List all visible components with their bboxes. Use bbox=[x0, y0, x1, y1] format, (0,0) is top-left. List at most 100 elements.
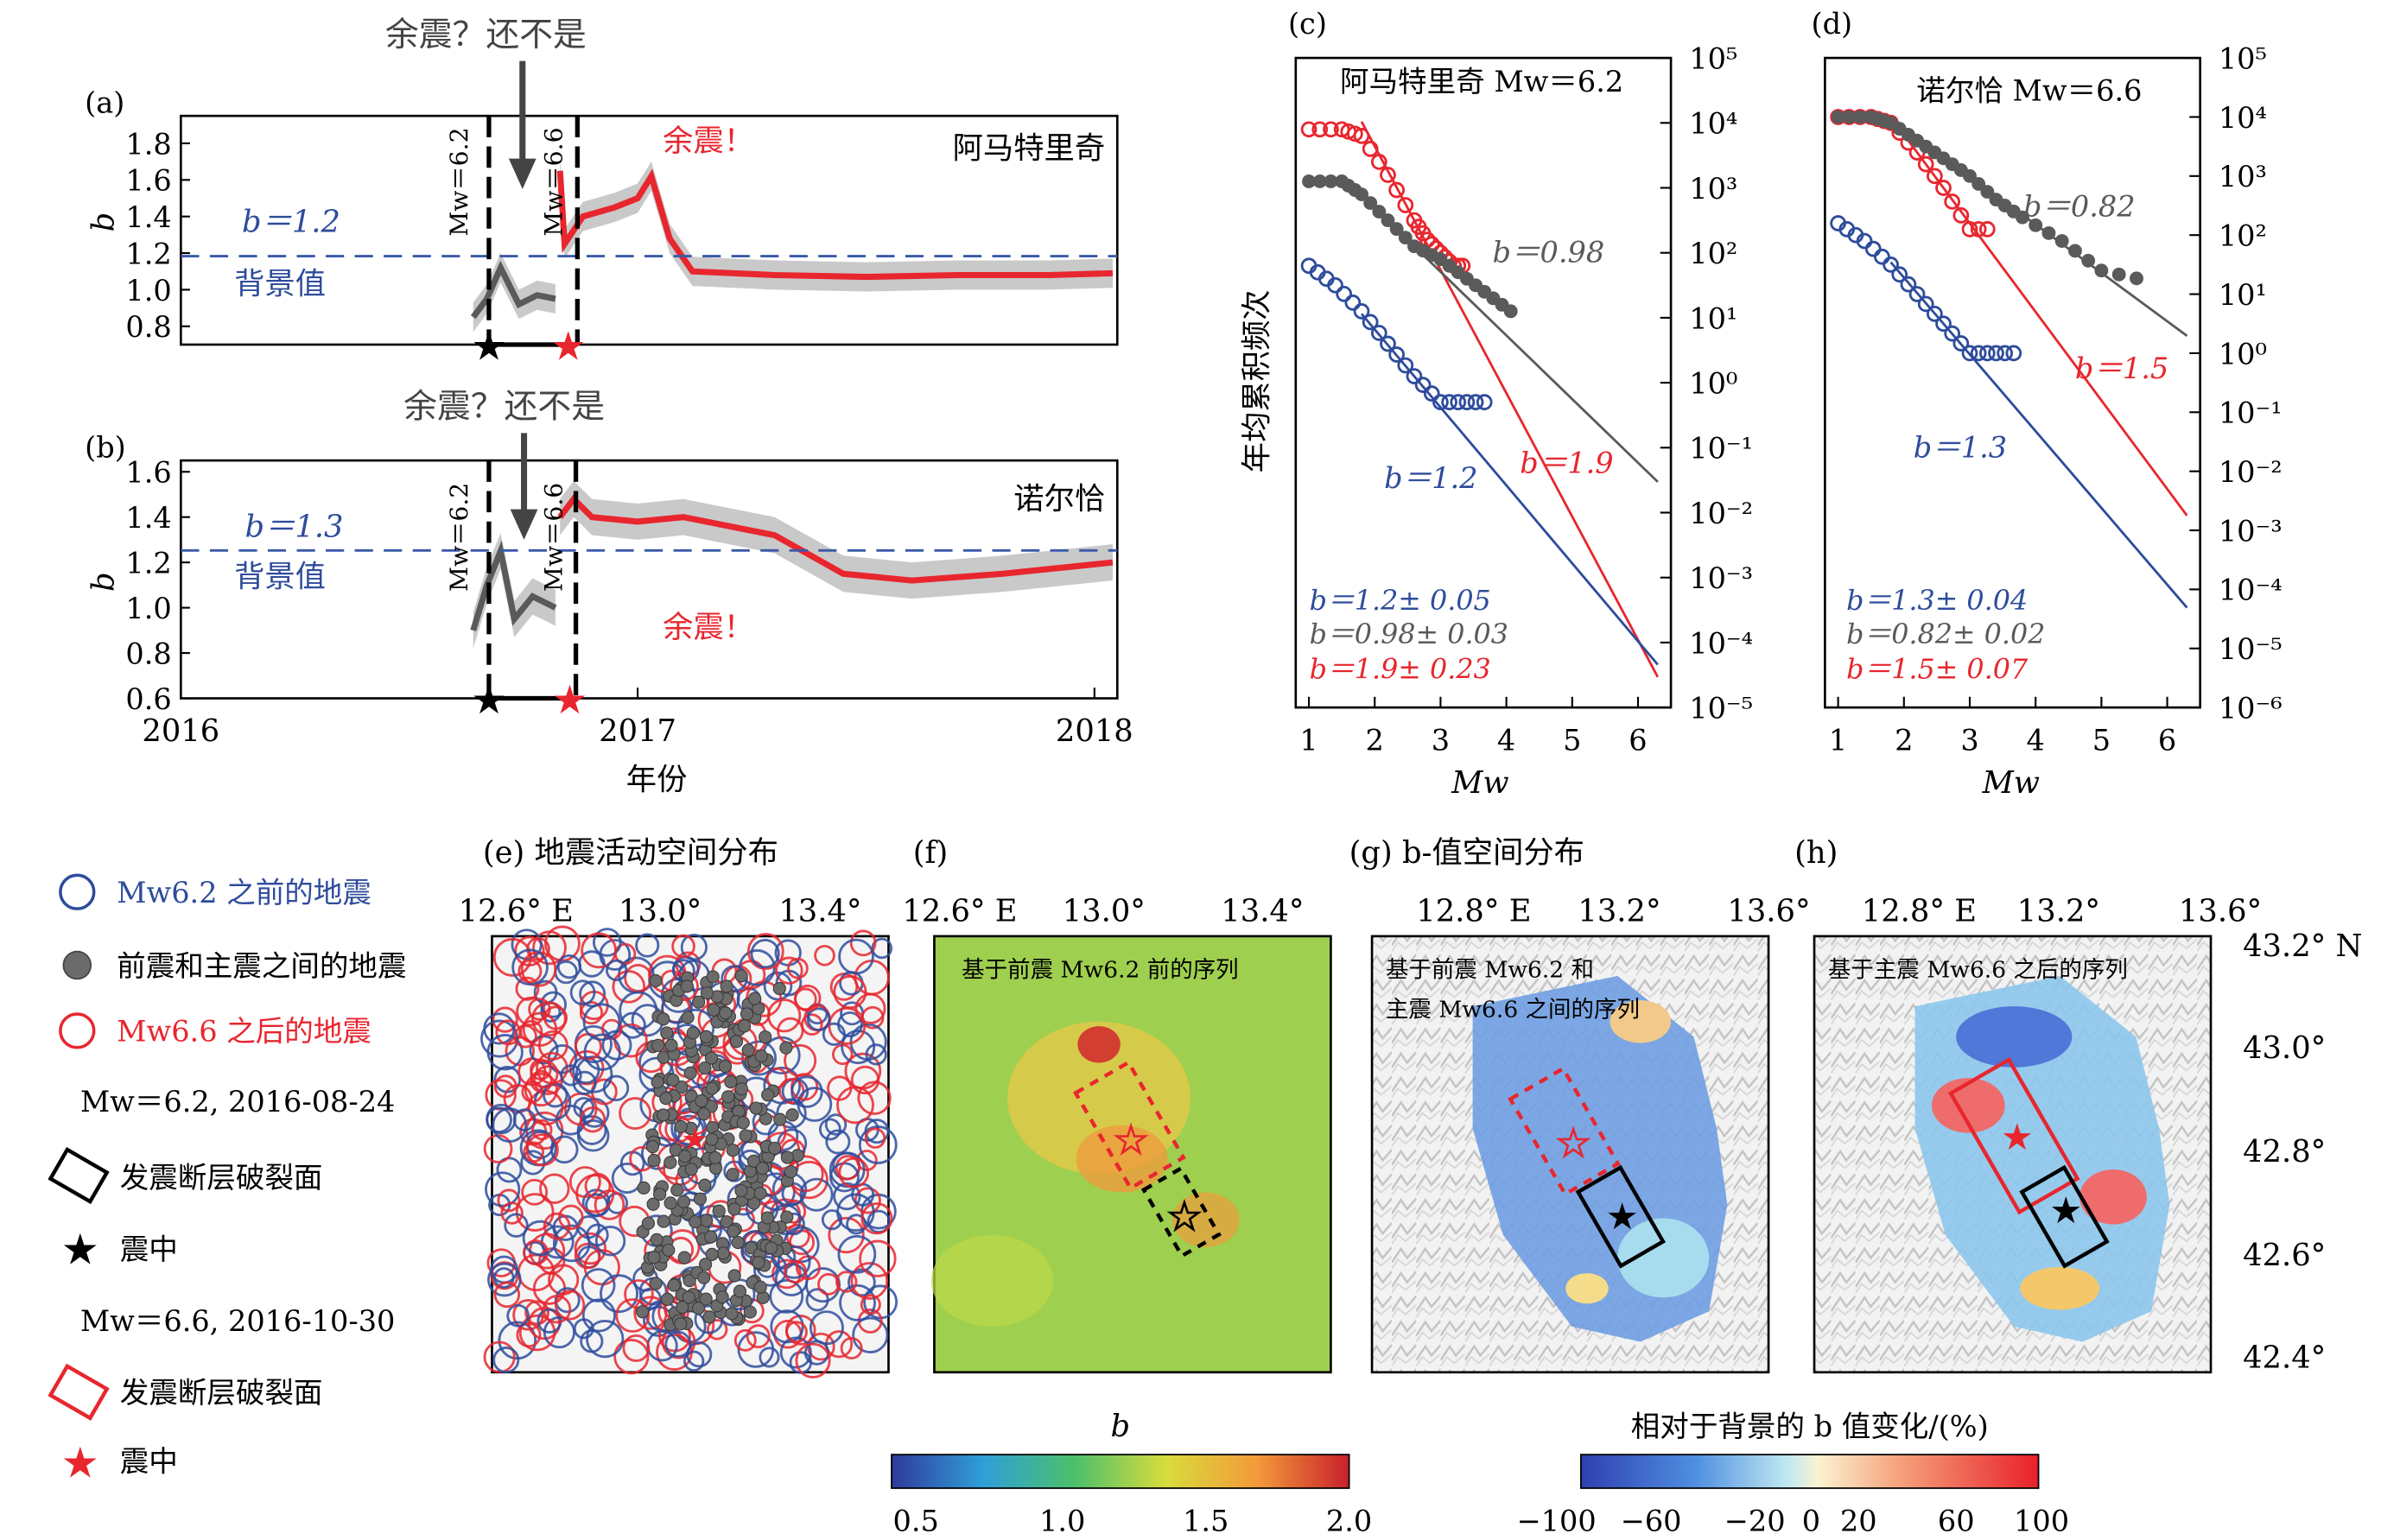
d-point-blue bbox=[1917, 295, 1934, 313]
map-e-event-between bbox=[693, 1192, 708, 1206]
map-e-event-between bbox=[772, 981, 786, 996]
d-point-blue bbox=[1908, 286, 1926, 302]
map-e-event bbox=[746, 1324, 771, 1349]
map-e-event bbox=[787, 957, 809, 979]
d-point-red bbox=[1935, 180, 1952, 196]
c-xtick-label: 2 bbox=[1366, 724, 1384, 757]
panel-d: (d) 诺尔恰 Mw＝6.6 b＝0.82 b＝1.5 b＝1.3 b＝1.3±… bbox=[1811, 7, 2282, 801]
d-point-red bbox=[1944, 193, 1961, 210]
map-h-bvalue-area bbox=[1914, 975, 2170, 1342]
map-e-event-between bbox=[727, 1224, 740, 1238]
d-point-gray bbox=[1853, 110, 1867, 124]
map-e-event bbox=[574, 1232, 607, 1265]
d-point-blue bbox=[1874, 248, 1890, 265]
map-e-event bbox=[784, 1260, 807, 1283]
map-h-lon3: 13.6° bbox=[2179, 893, 2262, 928]
map-e-event bbox=[790, 1075, 823, 1108]
map-e-event-between bbox=[662, 1243, 676, 1258]
panel-b-mainshock-star-icon: ★ bbox=[552, 676, 587, 723]
legend-epi1: 震中 bbox=[120, 1233, 178, 1266]
map-e-event bbox=[635, 933, 660, 958]
map-e-event-between bbox=[720, 1215, 733, 1229]
colorbar-pct-tick-5: 60 bbox=[1938, 1504, 1975, 1537]
map-e-event bbox=[611, 1163, 643, 1195]
map-e-event-between bbox=[650, 1233, 664, 1246]
map-e-event-between bbox=[765, 1241, 778, 1255]
map-e-event bbox=[836, 1193, 875, 1232]
map-e-event-between bbox=[759, 1030, 772, 1044]
c-point-blue bbox=[1362, 314, 1379, 331]
map-e-event bbox=[605, 959, 628, 981]
map-h-title: (h) bbox=[1794, 835, 1838, 871]
map-e-event-between bbox=[780, 1150, 795, 1164]
c-point-gray bbox=[1398, 231, 1413, 245]
map-e-event bbox=[568, 1049, 605, 1086]
map-e-event bbox=[600, 1274, 638, 1314]
d-point-blue bbox=[1856, 232, 1873, 250]
panel-c-yticks: 10⁵ 10⁴ 10³ 10² 10¹ 10⁰ 10⁻¹ 10⁻² 10⁻³ 10⁻⁴ 10⁻⁵ bbox=[1660, 41, 1753, 725]
map-e-event bbox=[784, 1043, 817, 1077]
map-e-event-between bbox=[712, 1204, 726, 1218]
map-h-lon2: 13.2° bbox=[2017, 893, 2100, 928]
map-e: ★ bbox=[480, 925, 898, 1378]
map-e-event-between bbox=[691, 1302, 706, 1315]
panel-b-yaxis-label: b bbox=[86, 572, 122, 592]
map-e-event-between bbox=[734, 969, 748, 983]
map-e-event-between bbox=[680, 979, 694, 993]
b-line-between bbox=[470, 540, 557, 631]
c-point-red bbox=[1347, 125, 1363, 143]
legend-epi2: 震中 bbox=[120, 1445, 178, 1479]
a-line-after bbox=[556, 168, 1114, 281]
c-point-gray bbox=[1389, 222, 1404, 237]
legend-between: 前震和主震之间的地震 bbox=[117, 949, 406, 983]
c-ytick-label: 10⁻³ bbox=[1689, 561, 1753, 595]
d-point-red bbox=[1978, 220, 1996, 238]
c-xtick-label: 1 bbox=[1299, 724, 1317, 757]
map-e-event-between bbox=[726, 1144, 740, 1157]
panel-c-b-gray: b＝0.98 bbox=[1493, 236, 1605, 269]
c-ytick-label: 10⁻⁵ bbox=[1689, 691, 1753, 725]
map-e-event bbox=[483, 1340, 516, 1373]
b-ytick-label: 0.6 bbox=[125, 682, 171, 716]
map-e-event-between bbox=[692, 995, 706, 1009]
c-point-red bbox=[1300, 121, 1317, 138]
map-e-event-between bbox=[740, 1007, 754, 1021]
map-e-event-between bbox=[721, 1090, 735, 1104]
d-point-gray bbox=[1963, 168, 1977, 183]
map-e-event bbox=[840, 1336, 863, 1359]
d-point-red bbox=[1952, 207, 1970, 224]
map-e-event-between bbox=[699, 1292, 713, 1306]
map-e-event-between bbox=[780, 1210, 794, 1224]
d-point-blue bbox=[2005, 345, 2022, 362]
b-ytick-label: 1.2 bbox=[125, 547, 171, 580]
map-e-event bbox=[767, 998, 802, 1033]
a-ytick-label: 1.4 bbox=[125, 200, 171, 234]
map-e-event bbox=[839, 1283, 876, 1321]
map-e-event-between bbox=[720, 979, 733, 993]
d-fit-blue bbox=[1889, 261, 2188, 609]
map-h-foreshock-star-icon: ★ bbox=[2049, 1189, 2082, 1232]
a-ytick-label: 1.8 bbox=[125, 127, 171, 161]
map-e-event bbox=[556, 954, 582, 979]
map-e-event bbox=[536, 1051, 568, 1085]
c-ytick-label: 10⁰ bbox=[1689, 366, 1737, 400]
map-g-lon3: 13.6° bbox=[1727, 893, 1810, 928]
map-e-event-between bbox=[705, 1132, 719, 1146]
panel-d-xlabel: Mw bbox=[1982, 765, 2040, 801]
b-ytick-label: 1.4 bbox=[125, 501, 171, 535]
colorbar-b-tick-0: 0.5 bbox=[893, 1504, 939, 1537]
map-e-event bbox=[759, 1347, 780, 1368]
d-xtick-label: 3 bbox=[1960, 724, 1978, 757]
map-e-event bbox=[622, 1334, 651, 1362]
map-e-event-between bbox=[698, 1178, 712, 1192]
map-e-event-between bbox=[674, 1119, 688, 1134]
map-e-event bbox=[515, 976, 540, 1001]
map-e-event bbox=[818, 1118, 841, 1141]
panel-d-plot bbox=[1830, 109, 2188, 609]
c-point-gray bbox=[1312, 174, 1327, 188]
map-e-event bbox=[512, 1299, 544, 1331]
c-fit-blue bbox=[1360, 313, 1659, 666]
map-e-event-between bbox=[657, 1214, 670, 1228]
map-h-note: 基于主震 Mw6.6 之后的序列 bbox=[1828, 957, 2128, 984]
map-e-event-between bbox=[753, 1280, 767, 1294]
